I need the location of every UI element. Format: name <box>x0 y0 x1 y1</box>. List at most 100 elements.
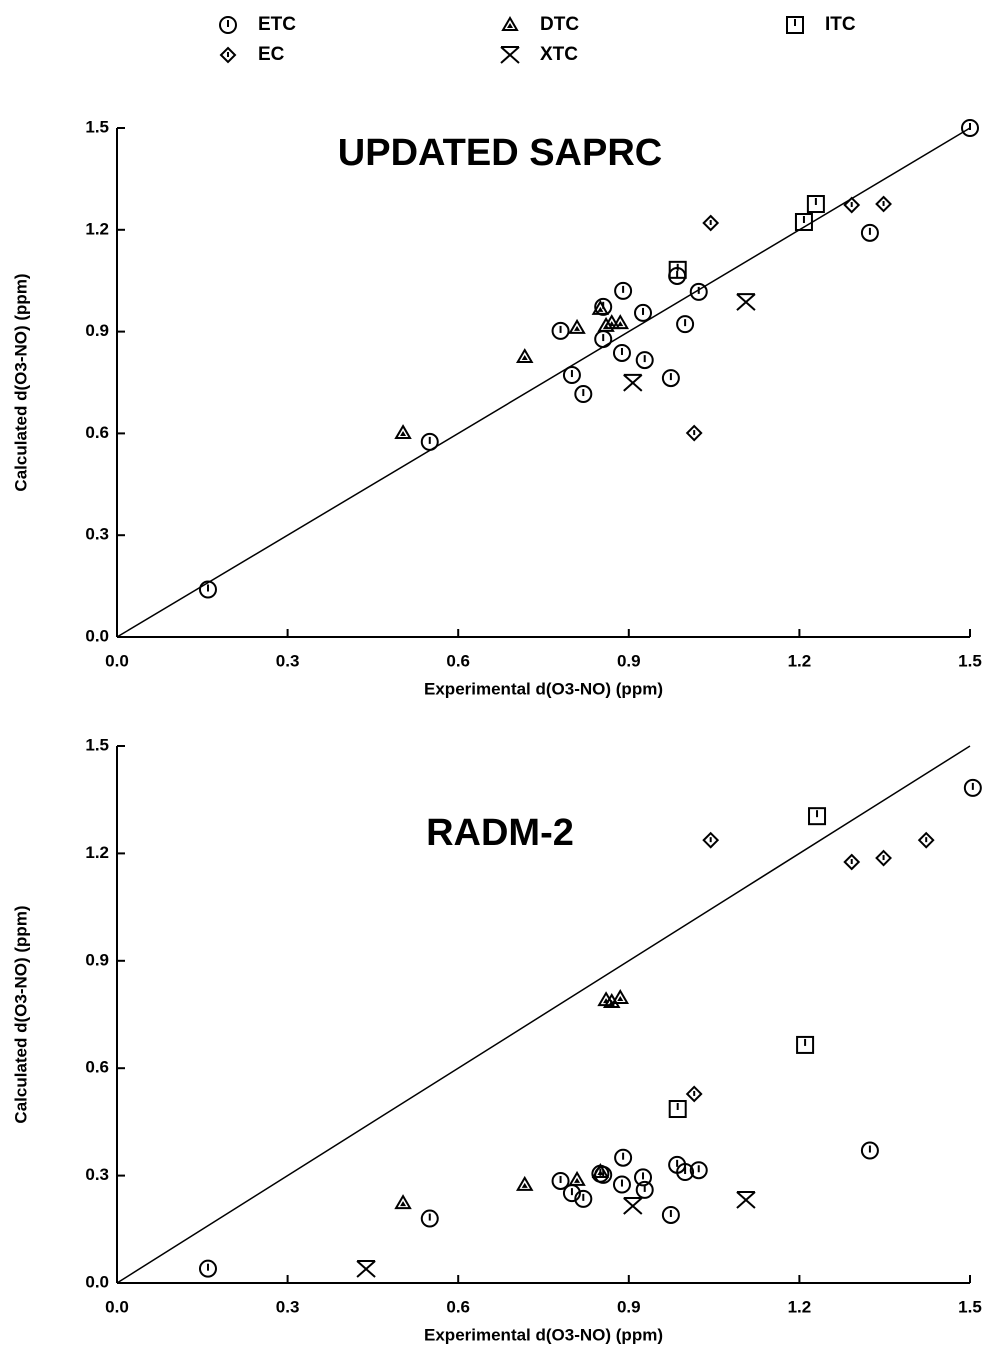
marker-inner <box>617 996 624 1002</box>
y-axis-label: Calculated d(O3-NO) (ppm) <box>11 273 30 491</box>
marker-shape <box>808 807 827 826</box>
x-tick-label: 0.6 <box>446 1297 470 1316</box>
y-tick-label: 0.9 <box>85 321 109 340</box>
marker-shape <box>963 778 982 797</box>
marker-shape <box>574 1189 593 1208</box>
marker-shape <box>219 46 237 64</box>
marker-shape <box>796 1035 815 1054</box>
data-point <box>551 1171 570 1190</box>
marker-shape <box>198 1259 217 1278</box>
x-tick-label: 1.2 <box>788 1297 812 1316</box>
y-axis-label: Calculated d(O3-NO) (ppm) <box>11 905 30 1123</box>
legend-marker <box>219 46 237 64</box>
marker-inner <box>400 1201 407 1207</box>
data-point <box>961 119 979 137</box>
data-point <box>685 424 703 442</box>
marker-shape <box>786 16 804 34</box>
data-point <box>515 348 534 364</box>
x-tick-label: 1.5 <box>958 651 982 670</box>
data-point <box>394 424 412 440</box>
data-point <box>676 315 695 334</box>
chart-title: UPDATED SAPRC <box>338 132 662 174</box>
data-point <box>420 432 439 451</box>
marker-shape <box>394 424 412 440</box>
marker-shape <box>612 1175 631 1194</box>
marker-shape <box>794 212 813 231</box>
data-point <box>594 330 613 349</box>
y-tick-label: 0.3 <box>85 525 109 544</box>
marker-shape <box>635 1180 654 1199</box>
data-point <box>614 281 633 300</box>
marker-shape <box>420 432 439 451</box>
data-point <box>602 314 621 330</box>
data-point <box>591 299 610 315</box>
x-tick-label: 1.5 <box>958 1297 982 1316</box>
marker-shape <box>635 351 654 370</box>
data-point <box>661 1205 680 1224</box>
y-tick-label: 0.6 <box>85 1058 109 1077</box>
chart-title: RADM-2 <box>426 812 574 854</box>
data-point <box>794 212 813 231</box>
marker-inner <box>507 23 513 28</box>
data-point <box>591 1163 610 1179</box>
marker-shape <box>612 343 631 362</box>
marker-shape <box>676 315 695 334</box>
data-point <box>623 373 643 392</box>
y-tick-label: 0.0 <box>85 1272 109 1291</box>
legend-marker <box>219 16 237 34</box>
marker-shape <box>515 348 534 364</box>
x-axis-label: Experimental d(O3-NO) (ppm) <box>424 1325 663 1344</box>
marker-inner <box>574 1177 581 1183</box>
marker-shape <box>611 314 630 330</box>
data-point <box>612 343 631 362</box>
marker-inner <box>597 1170 604 1176</box>
marker-shape <box>668 1100 687 1119</box>
y-tick-label: 0.0 <box>85 626 109 645</box>
data-point <box>808 807 827 826</box>
data-point <box>702 214 720 232</box>
data-point <box>568 1170 586 1186</box>
marker-shape <box>591 299 610 315</box>
marker-shape <box>634 303 653 322</box>
marker-shape <box>562 366 581 385</box>
marker-shape <box>634 1168 653 1187</box>
marker-shape <box>568 318 586 334</box>
data-point <box>551 321 570 340</box>
marker-shape <box>661 1205 680 1224</box>
data-point <box>568 318 586 334</box>
x-tick-label: 1.2 <box>788 651 812 670</box>
legend-marker <box>500 46 520 64</box>
x-axis-label: Experimental d(O3-NO) (ppm) <box>424 679 663 698</box>
data-point <box>875 849 892 867</box>
x-tick-label: 0.3 <box>276 651 300 670</box>
data-point <box>702 831 720 849</box>
y-tick-label: 1.5 <box>85 117 109 136</box>
marker-shape <box>591 1163 610 1179</box>
data-point <box>796 1035 815 1054</box>
data-point <box>668 260 687 279</box>
marker-shape <box>689 1161 708 1180</box>
data-point <box>963 778 982 797</box>
data-point <box>661 369 680 388</box>
legend-label: ETC <box>258 14 296 35</box>
data-point <box>634 1168 653 1187</box>
marker-shape <box>806 195 825 214</box>
marker-inner <box>597 306 604 312</box>
data-point <box>635 1180 654 1199</box>
marker-shape <box>661 369 680 388</box>
marker-shape <box>420 1209 439 1228</box>
data-point <box>420 1209 439 1228</box>
data-point <box>602 992 621 1008</box>
marker-shape <box>574 385 593 404</box>
marker-shape <box>917 831 935 849</box>
data-point <box>623 1197 643 1215</box>
marker-shape <box>198 580 217 599</box>
data-point <box>611 989 630 1005</box>
marker-shape <box>736 293 756 311</box>
data-point <box>860 223 879 242</box>
data-point <box>860 1141 879 1160</box>
marker-shape <box>500 46 520 64</box>
marker-shape <box>860 223 879 242</box>
marker-shape <box>219 16 237 34</box>
data-point <box>394 1194 412 1210</box>
